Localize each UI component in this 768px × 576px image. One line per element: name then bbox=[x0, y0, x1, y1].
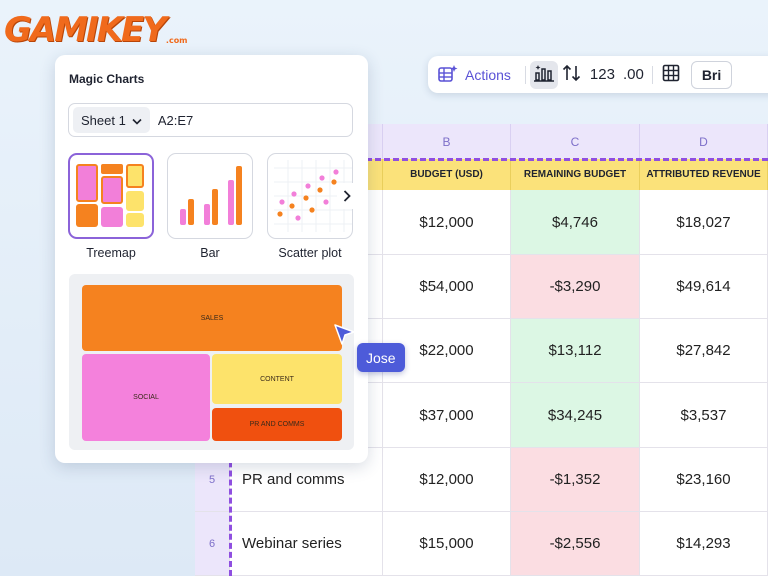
decimal-format-button[interactable]: .00 bbox=[622, 66, 644, 83]
remaining-cell[interactable]: -$3,290 bbox=[511, 255, 640, 319]
magic-chart-button[interactable] bbox=[529, 60, 558, 89]
field-header-spacer bbox=[195, 159, 383, 190]
collaborator-name-tag: Jose bbox=[357, 343, 405, 372]
treemap-block-pr-comms[interactable]: PR AND COMMS bbox=[212, 408, 342, 441]
chevron-down-icon bbox=[132, 113, 142, 128]
revenue-cell[interactable]: $27,842 bbox=[640, 319, 768, 383]
remaining-cell[interactable]: $13,112 bbox=[511, 319, 640, 383]
remaining-cell[interactable]: $34,245 bbox=[511, 383, 640, 448]
treemap-block-social[interactable]: SOCIAL bbox=[82, 354, 210, 441]
budget-cell[interactable]: $22,000 bbox=[383, 319, 511, 383]
budget-cell[interactable]: $15,000 bbox=[383, 512, 511, 576]
campaign-cell[interactable]: PR and comms bbox=[230, 448, 383, 512]
grid-icon bbox=[662, 64, 680, 86]
selection-border-top bbox=[195, 158, 768, 161]
remaining-cell[interactable]: $4,746 bbox=[511, 190, 640, 255]
budget-cell[interactable]: $37,000 bbox=[383, 383, 511, 448]
revenue-cell[interactable]: $3,537 bbox=[640, 383, 768, 448]
row-number[interactable]: 6 bbox=[195, 512, 230, 576]
campaign-cell[interactable]: Webinar series bbox=[230, 512, 383, 576]
column-header-c[interactable]: C bbox=[511, 124, 640, 159]
column-header-d[interactable]: D bbox=[640, 124, 768, 159]
treemap-preview: SALES SOCIAL CONTENT PR AND COMMS bbox=[69, 274, 354, 450]
table-toolbar: Actions 123 .00 bbox=[428, 56, 768, 93]
revenue-cell[interactable]: $49,614 bbox=[640, 255, 768, 319]
budget-cell[interactable]: $12,000 bbox=[383, 448, 511, 512]
budget-cell[interactable]: $54,000 bbox=[383, 255, 511, 319]
sheet-dropdown[interactable]: Sheet 1 bbox=[73, 107, 150, 133]
bar-chart-icon bbox=[533, 64, 554, 86]
table-row: 5 PR and comms $12,000 -$1,352 $23,160 bbox=[195, 448, 768, 512]
font-selector[interactable]: Bri bbox=[690, 60, 733, 89]
budget-cell[interactable]: $12,000 bbox=[383, 190, 511, 255]
table-layout-button[interactable] bbox=[657, 61, 685, 89]
sheet-dropdown-label: Sheet 1 bbox=[81, 112, 126, 128]
table-row: 6 Webinar series $15,000 -$2,556 $14,293 bbox=[195, 512, 768, 576]
chart-option-treemap[interactable]: Treemap bbox=[68, 153, 154, 260]
number-format-button[interactable]: 123 bbox=[589, 66, 615, 83]
chevron-right-icon[interactable] bbox=[337, 183, 357, 209]
toolbar-divider bbox=[651, 65, 653, 84]
toolbar-divider bbox=[524, 65, 526, 84]
actions-label: Actions bbox=[465, 66, 511, 83]
sort-button[interactable] bbox=[558, 61, 586, 89]
chart-option-label: Scatter plot bbox=[278, 246, 342, 260]
field-header-revenue[interactable]: ATTRIBUTED REVENUE bbox=[640, 159, 768, 190]
treemap-block-content[interactable]: CONTENT bbox=[212, 354, 342, 404]
collaborator-cursor-icon bbox=[334, 324, 356, 346]
magic-table-icon bbox=[438, 64, 458, 85]
remaining-cell[interactable]: -$1,352 bbox=[511, 448, 640, 512]
revenue-cell[interactable]: $18,027 bbox=[640, 190, 768, 255]
remaining-cell[interactable]: -$2,556 bbox=[511, 512, 640, 576]
data-range-field: Sheet 1 bbox=[68, 103, 353, 137]
field-header-budget[interactable]: BUDGET (USD) bbox=[383, 159, 511, 190]
actions-button[interactable]: Actions bbox=[436, 61, 521, 89]
treemap-thumbnail-icon bbox=[68, 153, 154, 239]
column-header-spacer bbox=[195, 124, 383, 159]
logo-domain: .com bbox=[165, 36, 188, 45]
panel-title: Magic Charts bbox=[69, 72, 145, 86]
revenue-cell[interactable]: $23,160 bbox=[640, 448, 768, 512]
logo-text: GAMIKEY bbox=[4, 10, 167, 50]
magic-charts-panel: Magic Charts Sheet 1 Treemap bbox=[55, 55, 368, 463]
chart-option-label: Bar bbox=[200, 246, 220, 260]
sort-arrows-icon bbox=[562, 64, 582, 86]
field-header-remaining[interactable]: REMAINING BUDGET bbox=[511, 159, 640, 190]
chart-option-bar[interactable]: Bar bbox=[167, 153, 253, 260]
treemap-block-sales[interactable]: SALES bbox=[82, 285, 342, 351]
bar-chart-thumbnail-icon bbox=[167, 153, 253, 239]
range-input[interactable] bbox=[157, 112, 278, 128]
chart-option-label: Treemap bbox=[86, 246, 136, 260]
gamikey-logo: GAMIKEY .com bbox=[4, 10, 188, 50]
column-header-b[interactable]: B bbox=[383, 124, 511, 159]
revenue-cell[interactable]: $14,293 bbox=[640, 512, 768, 576]
